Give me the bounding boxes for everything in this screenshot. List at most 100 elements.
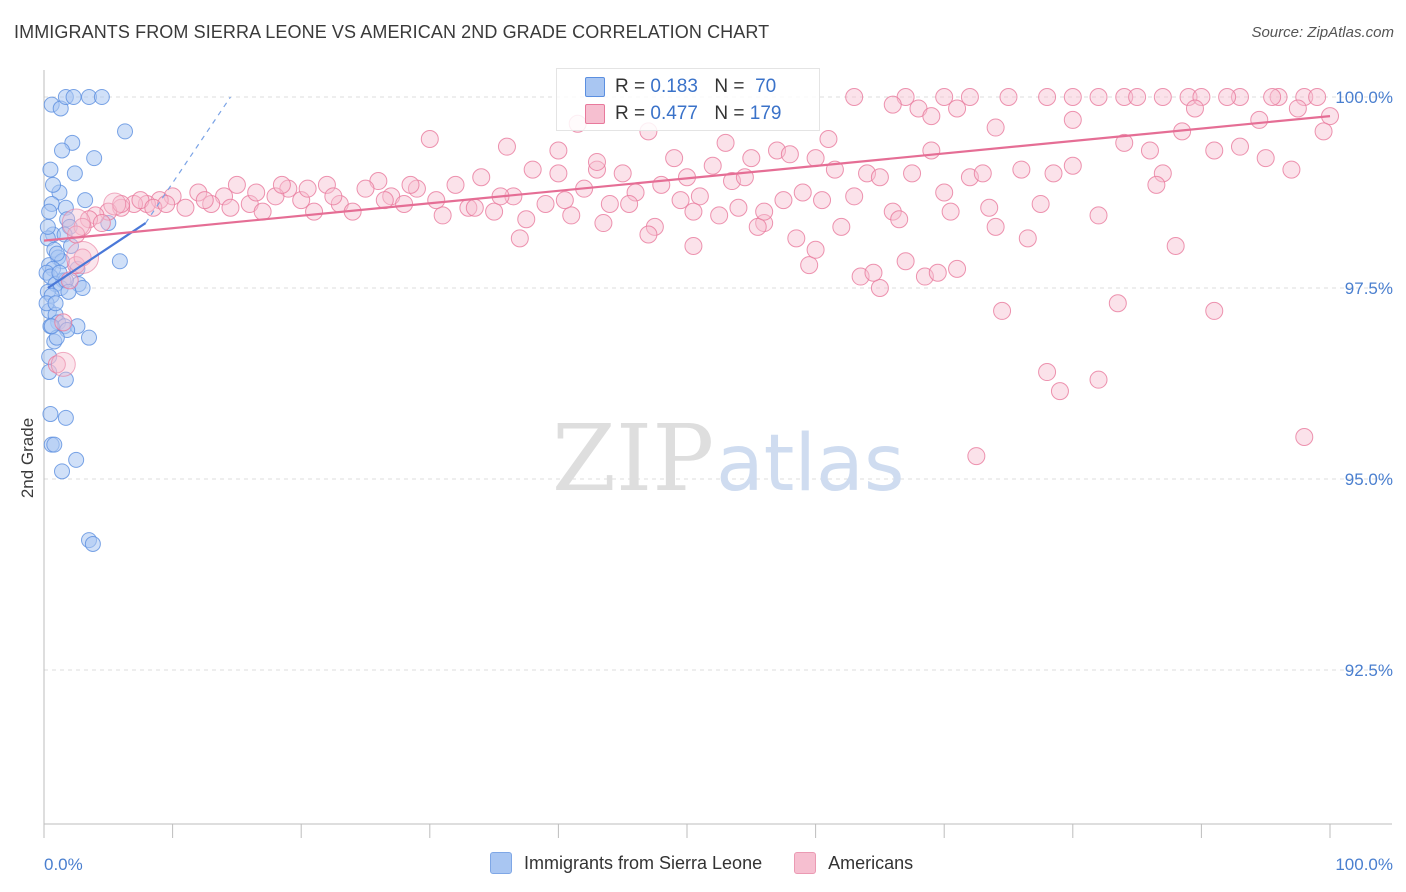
y-tick-label: 100.0% — [1335, 88, 1393, 107]
point-americans — [189, 183, 208, 202]
point-americans — [1256, 149, 1275, 168]
point-americans — [1038, 88, 1057, 106]
point-americans — [613, 164, 632, 183]
watermark-atlas: atlas — [716, 419, 905, 509]
point-americans — [1031, 194, 1050, 213]
point-americans — [690, 187, 709, 206]
point-americans — [587, 160, 606, 179]
point-americans — [549, 141, 568, 160]
n-value-sierra-leone: 70 — [755, 76, 777, 97]
legend-label-americans: Americans — [828, 852, 914, 873]
point-americans — [1230, 88, 1249, 106]
point-americans — [941, 202, 960, 221]
point-americans — [536, 194, 555, 213]
point-americans — [639, 225, 658, 244]
point-americans — [305, 202, 324, 221]
point-americans — [317, 175, 336, 194]
watermark: ZIP atlas — [552, 405, 905, 512]
point-americans — [247, 183, 266, 202]
point-americans — [1166, 236, 1185, 255]
point-americans — [1115, 88, 1134, 106]
point-americans — [935, 183, 954, 202]
point-sierra-leone — [117, 123, 134, 140]
point-americans — [510, 229, 529, 248]
point-americans-large — [103, 192, 127, 216]
point-sierra-leone — [48, 245, 65, 262]
point-americans — [935, 88, 954, 106]
point-americans — [92, 214, 111, 233]
point-americans-large — [50, 351, 76, 377]
point-americans — [195, 191, 214, 210]
point-sierra-leone — [42, 406, 59, 423]
point-americans — [1153, 164, 1172, 183]
point-americans — [600, 194, 619, 213]
point-americans — [922, 107, 941, 126]
point-sierra-leone — [68, 451, 85, 468]
point-americans — [253, 202, 272, 221]
point-americans — [999, 88, 1018, 106]
y-tick-label: 92.5% — [1345, 661, 1393, 680]
point-americans — [896, 252, 915, 271]
point-sierra-leone — [86, 150, 103, 167]
point-americans — [1063, 156, 1082, 175]
point-americans — [684, 236, 703, 255]
point-americans-large — [66, 240, 100, 274]
point-americans — [922, 141, 941, 160]
y-tick-label: 97.5% — [1345, 279, 1393, 298]
legend-swatch-sierra-leone — [585, 77, 605, 97]
point-americans — [710, 206, 729, 225]
point-americans — [813, 191, 832, 210]
point-americans — [1282, 160, 1301, 179]
point-americans — [665, 149, 684, 168]
point-americans — [1153, 88, 1172, 106]
point-americans — [324, 187, 343, 206]
axis-labels: 92.5% 95.0% 97.5% 100.0% 0.0% 100.0% 2nd Grade — [18, 88, 1393, 874]
point-americans — [845, 187, 864, 206]
point-americans — [272, 175, 291, 194]
point-americans — [883, 202, 902, 221]
point-americans — [948, 99, 967, 118]
point-americans — [1089, 88, 1108, 106]
data-points — [38, 88, 1339, 552]
point-americans — [652, 175, 671, 194]
r-value-sierra-leone: 0.183 — [650, 76, 698, 97]
point-americans — [395, 194, 414, 213]
point-americans — [157, 194, 176, 213]
point-americans — [1128, 88, 1147, 106]
point-americans — [960, 88, 979, 106]
point-americans — [401, 175, 420, 194]
point-americans — [1288, 99, 1307, 118]
point-americans — [742, 149, 761, 168]
point-americans — [755, 202, 774, 221]
point-sierra-leone — [43, 318, 60, 335]
point-americans — [221, 198, 240, 217]
point-americans — [427, 191, 446, 210]
point-americans — [864, 263, 883, 282]
point-americans — [1038, 363, 1057, 382]
point-americans — [1018, 229, 1037, 248]
point-americans — [883, 95, 902, 114]
point-americans — [1089, 370, 1108, 389]
point-americans — [433, 206, 452, 225]
point-americans — [1230, 137, 1249, 156]
trend-line-sierra-leone — [47, 222, 147, 289]
point-americans — [903, 164, 922, 183]
point-americans — [1192, 88, 1211, 106]
point-sierra-leone — [46, 436, 63, 453]
point-americans — [1295, 88, 1314, 106]
point-americans — [497, 137, 516, 156]
point-americans — [800, 256, 819, 275]
point-americans — [787, 229, 806, 248]
point-americans — [774, 191, 793, 210]
point-sierra-leone — [57, 409, 74, 426]
point-americans — [227, 175, 246, 194]
point-americans — [1012, 160, 1031, 179]
r-label: R = — [615, 76, 646, 97]
point-americans — [1218, 88, 1237, 106]
legend-row-sierra-leone: R = 0.183 N = 70 — [615, 75, 776, 99]
point-americans — [472, 168, 491, 187]
point-americans — [870, 168, 889, 187]
point-americans — [1205, 141, 1224, 160]
point-americans — [986, 118, 1005, 137]
